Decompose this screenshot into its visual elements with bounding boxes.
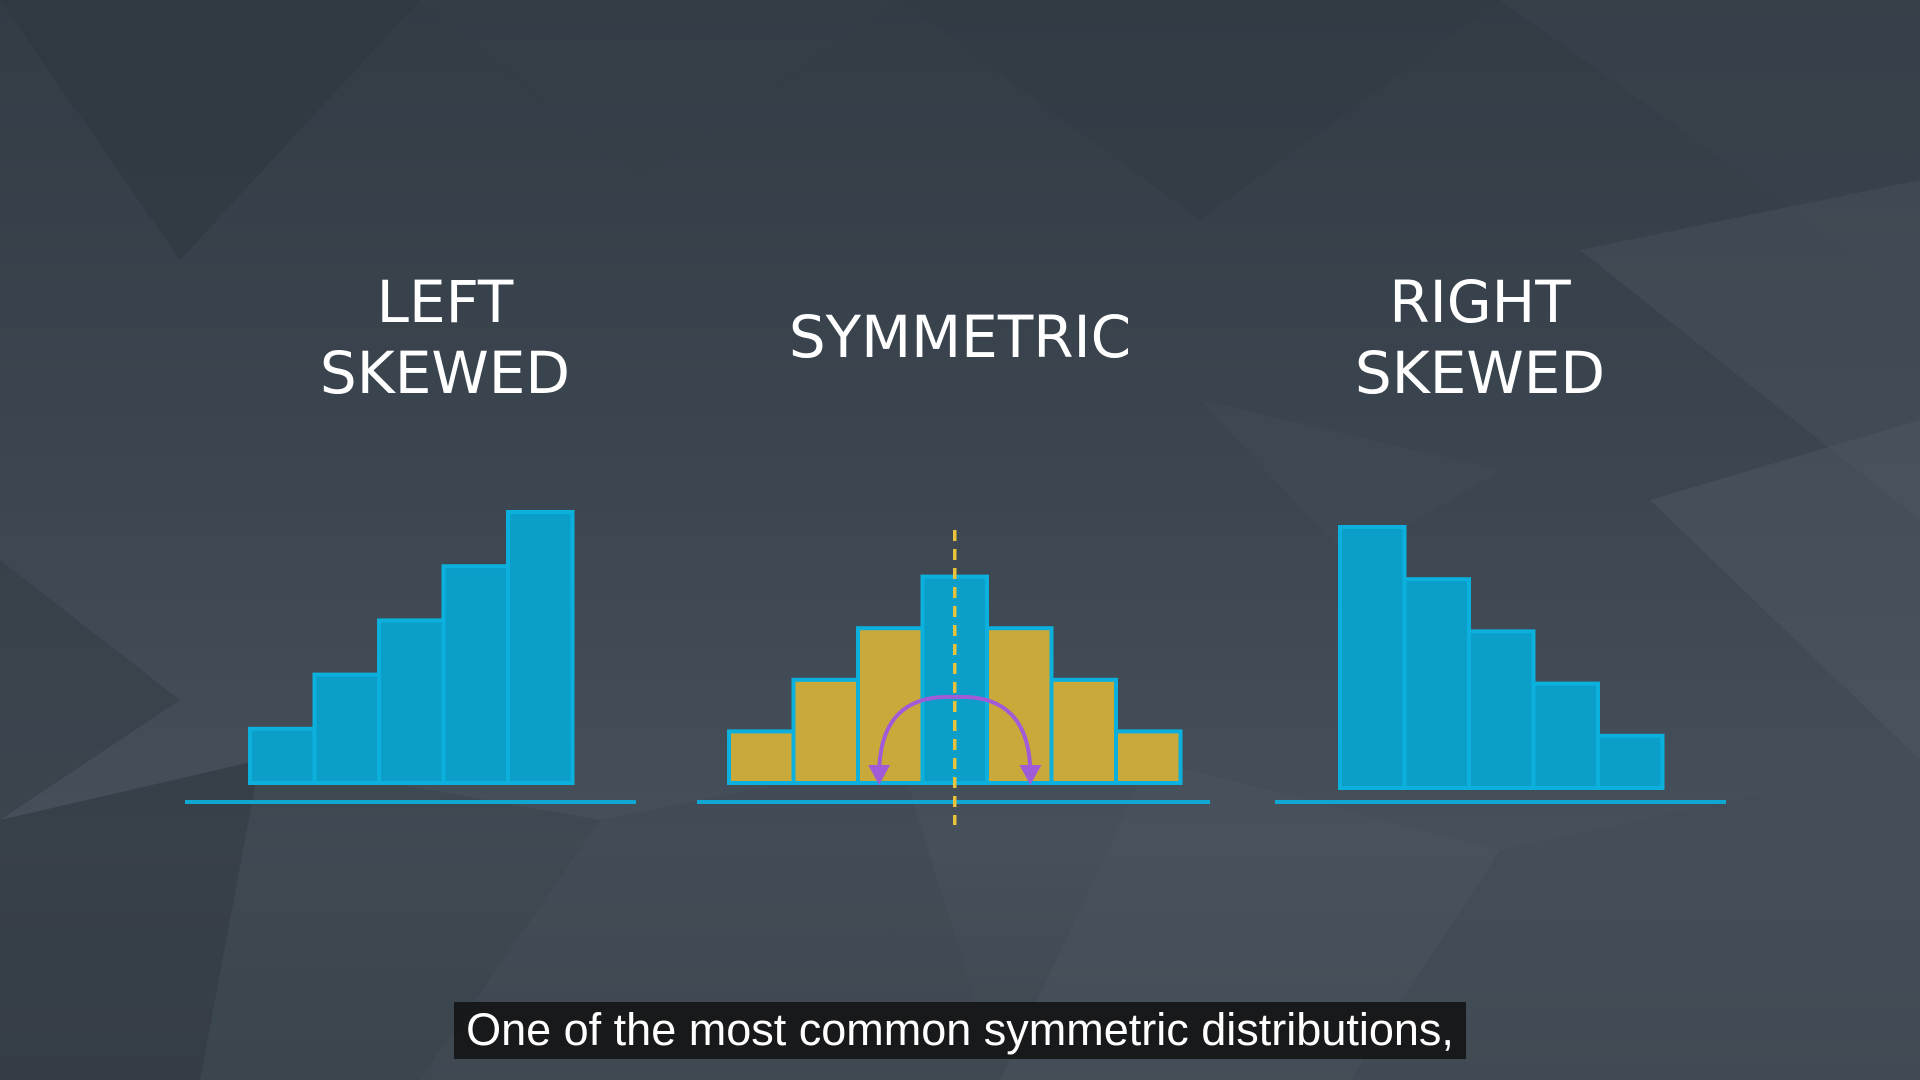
right-skewed-title-line-2: SKEWED bbox=[1354, 339, 1606, 407]
symmetry-arc-right bbox=[954, 694, 1033, 776]
sym-bar-1 bbox=[727, 729, 796, 786]
left-bar-3 bbox=[377, 618, 446, 786]
left-bar-1 bbox=[248, 726, 317, 785]
left-bar-4 bbox=[441, 564, 510, 786]
symmetry-arrowhead-right bbox=[1019, 765, 1042, 785]
right-skewed-histogram bbox=[1275, 525, 1726, 804]
symmetry-arc-left bbox=[877, 694, 955, 776]
subtitle-bar: One of the most common symmetric distrib… bbox=[0, 1002, 1920, 1059]
symmetry-arrowhead-left bbox=[868, 765, 891, 785]
left-skewed-title-line-1: LEFT bbox=[376, 268, 514, 336]
symmetric-title-line-1: SYMMETRIC bbox=[788, 303, 1132, 371]
left-bar-5 bbox=[506, 510, 575, 785]
subtitle-text: One of the most common symmetric distrib… bbox=[454, 1002, 1466, 1059]
right-bar-1 bbox=[1338, 525, 1407, 790]
right-bar-4 bbox=[1531, 681, 1600, 790]
symmetric-histogram bbox=[697, 530, 1210, 825]
left-skewed-title: LEFT SKEWED bbox=[245, 267, 645, 409]
sym-bar-7 bbox=[1114, 729, 1183, 786]
symmetric-title: SYMMETRIC bbox=[760, 302, 1160, 373]
right-skewed-title-line-1: RIGHT bbox=[1389, 268, 1571, 336]
left-bar-2 bbox=[312, 672, 381, 785]
left-skewed-title-line-2: SKEWED bbox=[319, 339, 571, 407]
right-skewed-title: RIGHT SKEWED bbox=[1280, 267, 1680, 409]
sym-bar-2 bbox=[791, 677, 860, 785]
right-bar-2 bbox=[1402, 577, 1471, 791]
left-skewed-histogram bbox=[185, 510, 636, 804]
right-bar-3 bbox=[1467, 629, 1536, 791]
sym-bar-6 bbox=[1049, 677, 1118, 785]
right-bar-5 bbox=[1596, 733, 1665, 790]
